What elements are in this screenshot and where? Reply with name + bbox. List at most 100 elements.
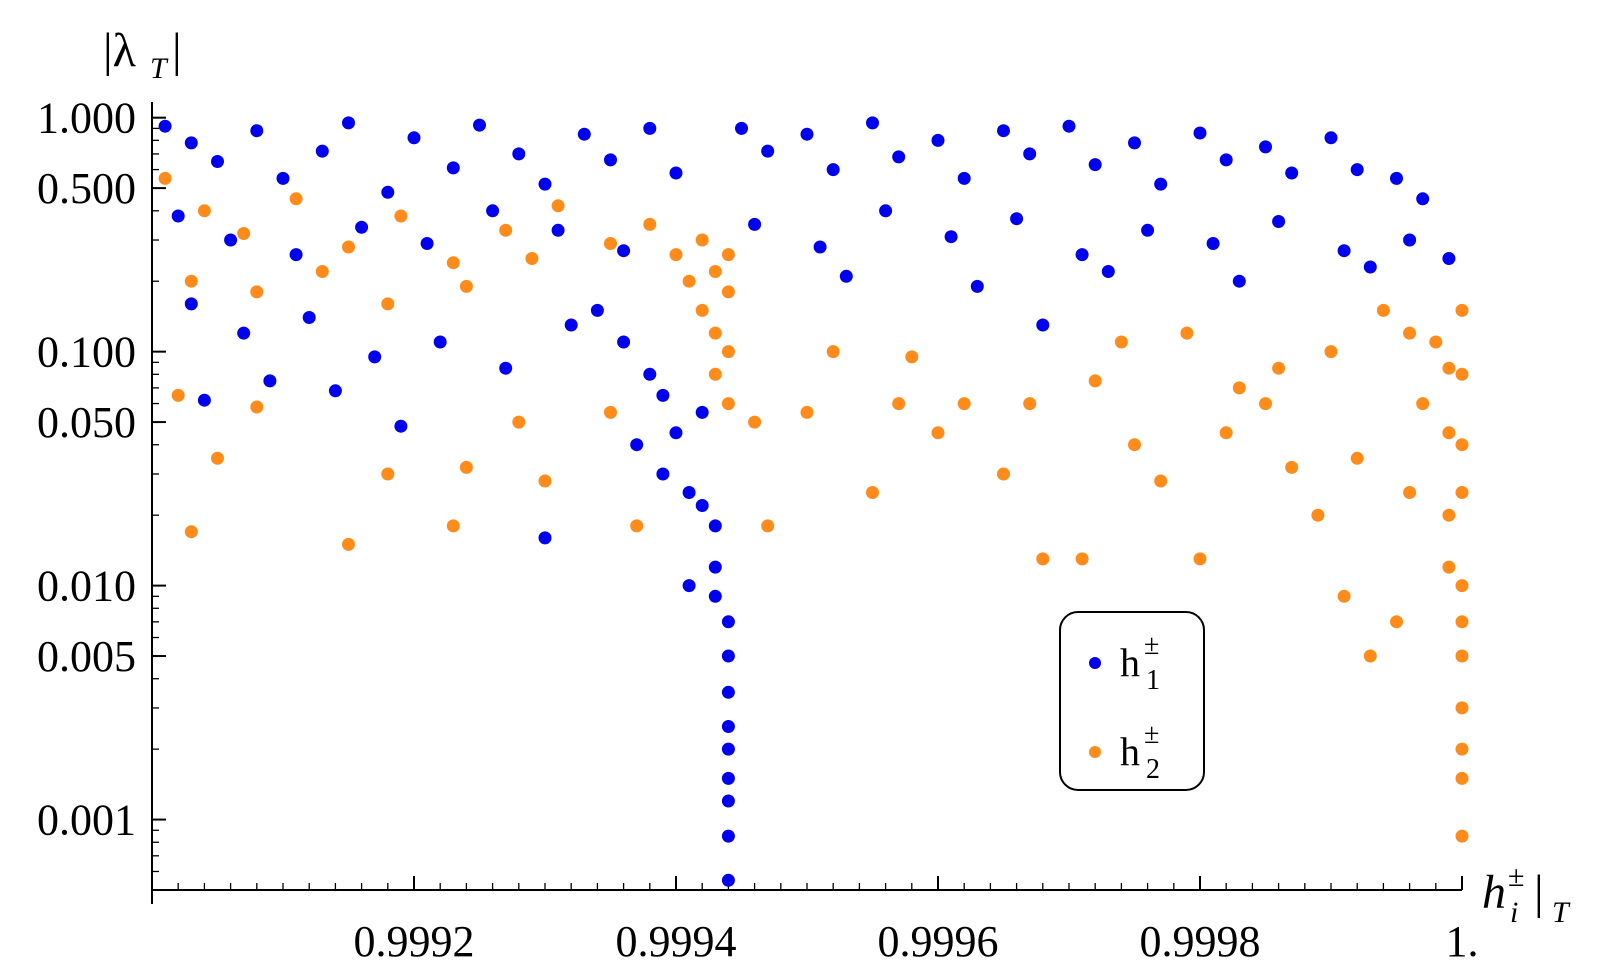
point-h1 <box>721 829 735 843</box>
point-h2 <box>1429 335 1443 349</box>
point-h1 <box>669 166 683 180</box>
point-h1 <box>761 144 775 158</box>
legend-sub-h2: 2 <box>1146 754 1160 785</box>
point-h1 <box>1088 158 1102 172</box>
x-tick-label: 1. <box>1446 917 1479 966</box>
point-h1 <box>473 118 486 132</box>
point-h2 <box>1350 451 1364 465</box>
point-h2 <box>1442 361 1456 375</box>
point-h2 <box>997 467 1010 481</box>
point-h2 <box>394 209 408 223</box>
point-h1 <box>237 326 251 340</box>
point-h1 <box>158 119 172 133</box>
point-h1 <box>682 579 696 593</box>
point-h1 <box>289 248 303 262</box>
point-h1 <box>669 426 683 440</box>
point-h1 <box>826 163 840 177</box>
point-h2 <box>643 217 657 231</box>
y-tick-label: 0.500 <box>37 164 136 213</box>
y-axis-title: |λ T | <box>103 24 182 85</box>
point-h2 <box>1442 560 1456 574</box>
point-h2 <box>721 397 735 411</box>
point-h1 <box>721 873 735 887</box>
point-h1 <box>1141 223 1155 237</box>
point-h1 <box>1259 140 1272 154</box>
point-h1 <box>604 153 617 167</box>
point-h1 <box>1036 318 1050 332</box>
point-h1 <box>721 742 735 756</box>
point-h2 <box>1442 426 1456 440</box>
x-axis-title-bar: | <box>1534 866 1544 919</box>
legend-sup-h2: ± <box>1144 719 1159 750</box>
point-h2 <box>250 400 264 414</box>
point-h1 <box>263 374 277 388</box>
point-h1 <box>368 350 382 364</box>
point-h1 <box>892 150 906 164</box>
point-h1 <box>997 124 1010 138</box>
point-h1 <box>721 794 735 808</box>
legend-sub-h1: 1 <box>1146 665 1160 696</box>
point-h1 <box>420 237 434 250</box>
x-tick-label: 0.9996 <box>878 917 999 966</box>
point-h1 <box>433 335 447 349</box>
y-axis-title-bar: | <box>172 24 182 77</box>
point-h2 <box>1455 367 1469 381</box>
point-h1 <box>486 204 500 218</box>
point-h1 <box>695 499 709 512</box>
point-h2 <box>289 192 303 206</box>
point-h1 <box>394 419 408 433</box>
point-h1 <box>1363 260 1377 274</box>
point-h1 <box>721 685 735 699</box>
point-h2 <box>604 237 617 250</box>
point-h2 <box>512 415 526 429</box>
point-h1 <box>342 116 355 130</box>
point-h1 <box>1442 252 1456 265</box>
point-h2 <box>211 451 224 465</box>
point-h1 <box>1390 171 1403 185</box>
y-axis-title-main: |λ <box>103 24 137 77</box>
point-h1 <box>800 127 814 141</box>
point-h2 <box>1193 552 1207 566</box>
point-h1 <box>735 121 748 135</box>
point-h2 <box>708 326 722 340</box>
legend-marker-h2 <box>1089 746 1101 758</box>
point-h2 <box>604 405 617 419</box>
point-h1 <box>211 155 224 168</box>
point-h2 <box>171 388 185 402</box>
point-h1 <box>551 223 565 237</box>
point-h1 <box>197 393 211 407</box>
point-h1 <box>250 124 264 138</box>
point-h2 <box>682 274 696 288</box>
point-h2 <box>1455 649 1469 663</box>
points-layer <box>158 116 1469 887</box>
point-h1 <box>656 388 670 402</box>
point-h1 <box>1128 136 1141 150</box>
point-h2 <box>381 467 395 481</box>
point-h2 <box>158 171 172 185</box>
point-h2 <box>1363 649 1377 663</box>
point-h1 <box>944 230 958 244</box>
point-h2 <box>1455 303 1469 317</box>
point-h1 <box>748 217 762 231</box>
point-h2 <box>1416 397 1430 411</box>
x-axis-title-sup: ± <box>1508 860 1524 893</box>
point-h1 <box>1010 212 1024 226</box>
point-h1 <box>813 240 827 254</box>
point-h2 <box>499 223 513 237</box>
legend-label-h2: h <box>1120 729 1140 774</box>
point-h1 <box>839 269 853 283</box>
point-h1 <box>564 318 578 332</box>
point-h2 <box>525 252 539 265</box>
point-h2 <box>761 519 775 533</box>
point-h1 <box>577 127 591 141</box>
point-h1 <box>590 303 604 317</box>
point-h2 <box>1232 381 1246 395</box>
x-axis-title-sub: i <box>1510 896 1518 929</box>
labels-layer: 0.9992 0.9994 0.9996 0.9998 1. 1.000 0.500 0.10… <box>37 94 1479 966</box>
point-h1 <box>630 438 644 452</box>
point-h1 <box>184 136 198 150</box>
point-h2 <box>342 537 355 551</box>
point-h2 <box>1455 579 1469 593</box>
y-axis-title-sub: T <box>150 52 169 85</box>
point-h2 <box>721 285 735 299</box>
